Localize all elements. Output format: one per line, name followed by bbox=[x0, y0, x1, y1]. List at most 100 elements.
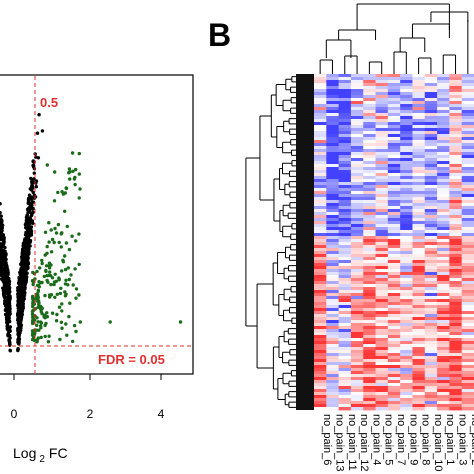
heatmap-cell bbox=[461, 305, 474, 309]
volcano-point bbox=[30, 178, 34, 182]
heatmap-cell bbox=[375, 299, 389, 303]
heatmap-cell bbox=[350, 242, 364, 246]
heatmap-cell bbox=[461, 350, 474, 354]
heatmap-cell bbox=[449, 341, 463, 345]
heatmap-cell bbox=[400, 356, 413, 360]
heatmap-cell bbox=[461, 200, 474, 204]
heatmap-cell bbox=[449, 239, 463, 243]
heatmap-cell bbox=[449, 254, 463, 258]
heatmap-cell bbox=[412, 278, 426, 282]
heatmap-cell bbox=[412, 95, 426, 99]
heatmap-cell bbox=[363, 353, 376, 357]
heatmap-cell bbox=[326, 353, 340, 357]
heatmap-cell bbox=[424, 146, 438, 150]
heatmap-cell bbox=[424, 341, 438, 345]
column-label: no_pain_12 bbox=[358, 414, 370, 472]
heatmap-cell bbox=[314, 119, 327, 123]
heatmap-cell bbox=[338, 149, 352, 153]
heatmap-cell bbox=[375, 332, 389, 336]
heatmap-cell bbox=[424, 215, 438, 219]
heatmap-cell bbox=[363, 80, 376, 84]
heatmap-cell bbox=[375, 221, 389, 225]
heatmap-cell bbox=[461, 116, 474, 120]
heatmap-cell bbox=[461, 188, 474, 192]
heatmap-cell bbox=[461, 215, 474, 219]
heatmap-cell bbox=[400, 89, 413, 93]
heatmap-cell bbox=[400, 233, 413, 237]
heatmap-cell bbox=[449, 122, 463, 126]
heatmap-cell bbox=[326, 380, 340, 384]
heatmap-cell bbox=[387, 221, 401, 225]
heatmap-cell bbox=[350, 197, 364, 201]
volcano-point bbox=[6, 270, 10, 275]
heatmap-cell bbox=[350, 278, 364, 282]
heatmap-cell bbox=[326, 254, 340, 258]
heatmap-cell bbox=[350, 287, 364, 291]
heatmap-cell bbox=[400, 404, 413, 408]
heatmap-cell bbox=[437, 209, 450, 213]
heatmap-cell bbox=[326, 215, 340, 219]
volcano-point-significant bbox=[35, 269, 39, 274]
heatmap-cell bbox=[449, 149, 463, 153]
heatmap-cell bbox=[424, 209, 438, 213]
volcano-point-significant bbox=[57, 305, 62, 309]
heatmap-cell bbox=[461, 107, 474, 111]
heatmap-cell bbox=[350, 377, 364, 381]
heatmap-cell bbox=[375, 347, 389, 351]
heatmap-cell bbox=[350, 164, 364, 168]
heatmap-cell bbox=[461, 212, 474, 216]
heatmap-cell bbox=[437, 404, 450, 408]
heatmap-cell bbox=[375, 197, 389, 201]
heatmap-cell bbox=[363, 239, 376, 243]
heatmap-cell bbox=[461, 191, 474, 195]
heatmap-cell bbox=[338, 221, 352, 225]
heatmap-cell bbox=[437, 158, 450, 162]
heatmap-cell bbox=[375, 176, 389, 180]
heatmap-cell bbox=[412, 356, 426, 360]
heatmap-cell bbox=[412, 152, 426, 156]
heatmap-cell bbox=[363, 395, 376, 399]
heatmap-cell bbox=[461, 236, 474, 240]
volcano-point bbox=[0, 273, 4, 278]
heatmap-cell bbox=[314, 167, 327, 171]
heatmap-cell bbox=[338, 347, 352, 351]
heatmap-cell bbox=[338, 248, 352, 252]
heatmap-cell bbox=[424, 137, 438, 141]
heatmap-cell bbox=[314, 359, 327, 363]
heatmap-cell bbox=[424, 164, 438, 168]
heatmap-cell bbox=[400, 251, 413, 255]
heatmap-cell bbox=[424, 98, 438, 102]
heatmap-cell bbox=[437, 110, 450, 114]
heatmap-cell bbox=[338, 122, 352, 126]
volcano-point bbox=[28, 217, 33, 221]
heatmap-cell bbox=[400, 236, 413, 240]
heatmap-cell bbox=[449, 137, 463, 141]
heatmap-cell bbox=[363, 122, 376, 126]
heatmap-cell bbox=[424, 356, 438, 360]
heatmap-cell bbox=[412, 203, 426, 207]
heatmap-cell bbox=[412, 116, 426, 120]
heatmap-cell bbox=[314, 203, 327, 207]
heatmap-cell bbox=[412, 221, 426, 225]
heatmap-cell bbox=[437, 407, 450, 411]
heatmap-cell bbox=[437, 380, 450, 384]
heatmap-cell bbox=[412, 140, 426, 144]
heatmap-cell bbox=[338, 281, 352, 285]
heatmap-cell bbox=[363, 152, 376, 156]
heatmap-cell bbox=[350, 77, 364, 81]
heatmap-cell bbox=[424, 263, 438, 267]
heatmap-cell bbox=[363, 158, 376, 162]
volcano-point-significant bbox=[63, 290, 67, 294]
heatmap-cell bbox=[350, 314, 364, 318]
heatmap-cell bbox=[400, 254, 413, 258]
heatmap-cell bbox=[338, 356, 352, 360]
heatmap-cell bbox=[424, 320, 438, 324]
heatmap-cell bbox=[400, 320, 413, 324]
heatmap-cell bbox=[350, 281, 364, 285]
heatmap-cell bbox=[314, 164, 327, 168]
heatmap-cell bbox=[400, 335, 413, 339]
heatmap-cell bbox=[400, 218, 413, 222]
heatmap-cell bbox=[350, 302, 364, 306]
heatmap-cell bbox=[350, 134, 364, 138]
heatmap-cell bbox=[412, 242, 426, 246]
